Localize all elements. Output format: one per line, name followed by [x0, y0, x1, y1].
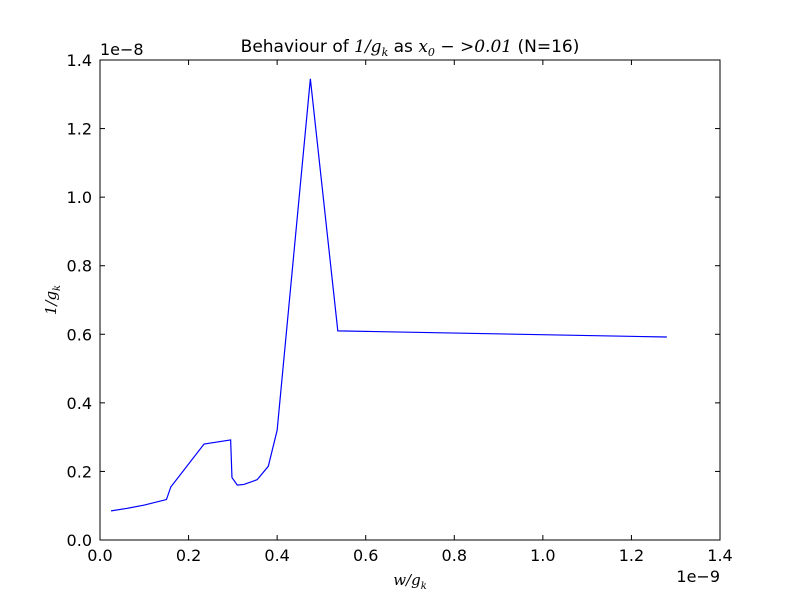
y-offset-label: 1e−8 — [100, 40, 144, 59]
x-offset-label: 1e−9 — [676, 567, 720, 586]
x-tick-label: 0.2 — [176, 546, 201, 565]
x-tick-label: 0.0 — [87, 546, 112, 565]
x-axis-label: w/gk — [393, 571, 427, 592]
x-tick-label: 0.4 — [264, 546, 289, 565]
y-tick-label: 0.0 — [67, 531, 92, 550]
x-tick-label: 0.6 — [353, 546, 378, 565]
x-ticks: 0.0 0.2 0.4 0.6 0.8 1.0 1.2 1.4 — [87, 60, 733, 565]
y-tick-label: 0.4 — [67, 394, 92, 413]
y-tick-label: 1.4 — [67, 51, 92, 70]
x-tick-label: 1.2 — [619, 546, 644, 565]
series-group — [110, 78, 667, 512]
y-axis-label: 1/gk — [42, 285, 63, 315]
y-tick-label: 1.0 — [67, 188, 92, 207]
y-tick-label: 0.6 — [67, 325, 92, 344]
chart-title: Behaviour of 1/gk as x0 − >0.01 (N=16) — [241, 37, 580, 59]
y-tick-label: 0.2 — [67, 462, 92, 481]
x-tick-label: 1.4 — [707, 546, 732, 565]
y-ticks: 0.0 0.2 0.4 0.6 0.8 1.0 1.2 1.4 — [67, 51, 720, 550]
y-tick-label: 0.8 — [67, 257, 92, 276]
x-tick-label: 0.8 — [442, 546, 467, 565]
y-tick-label: 1.2 — [67, 120, 92, 139]
series-line — [110, 78, 667, 512]
plot-frame — [99, 59, 721, 541]
x-tick-label: 1.0 — [530, 546, 555, 565]
